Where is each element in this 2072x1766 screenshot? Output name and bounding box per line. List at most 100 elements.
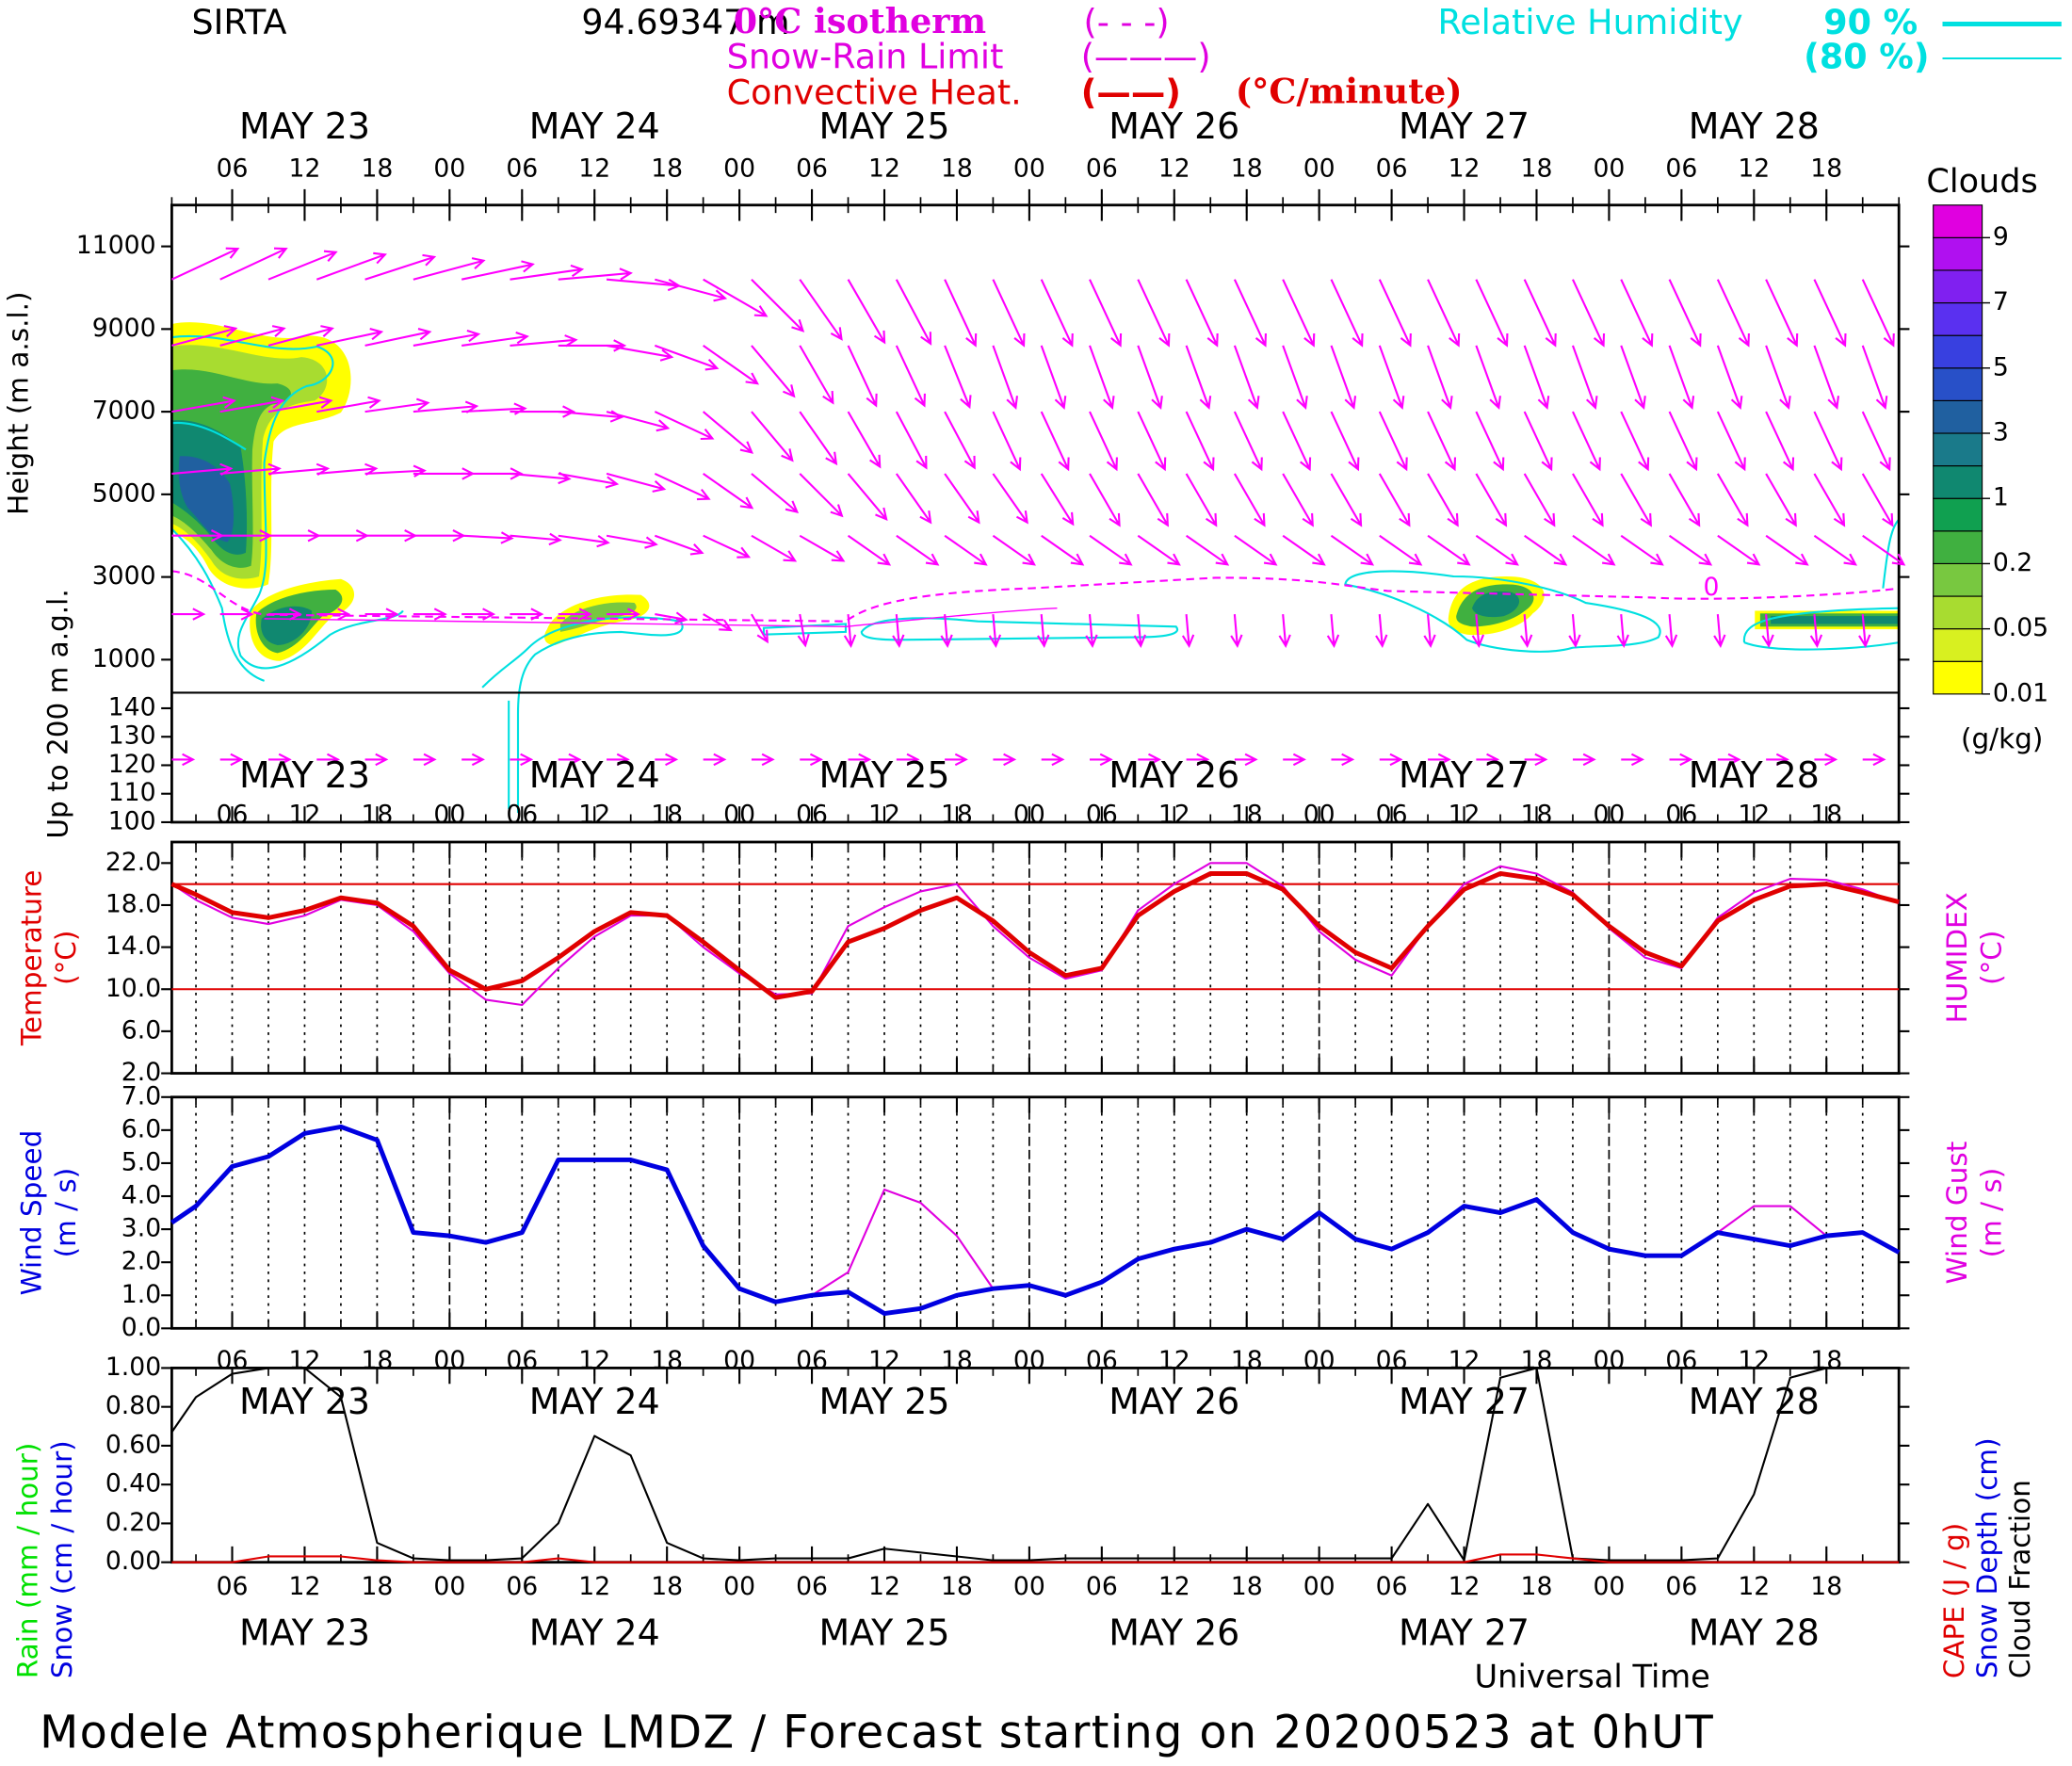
y-tick-label: 7.0: [121, 1081, 161, 1110]
wind-arrow: [1378, 279, 1412, 348]
series-unit: (m / s): [1975, 1168, 2007, 1258]
wind-arrow: [654, 411, 715, 441]
isotherm-key: (- - -): [1084, 2, 1170, 42]
wind-arrow: [940, 614, 953, 648]
wind-arrow: [1620, 534, 1664, 566]
hour-label: 12: [289, 1572, 321, 1601]
y-tick-label: 6.0: [121, 1114, 161, 1143]
wind-arrow: [892, 614, 905, 648]
wind-arrow: [1814, 753, 1838, 767]
wind-arrow: [316, 251, 387, 281]
wind-arrow: [797, 613, 810, 648]
hour-label: 18: [1810, 154, 1842, 183]
wind-arrow: [267, 753, 292, 767]
wind-arrow: [1278, 614, 1291, 648]
wind-arrow: [1668, 345, 1695, 411]
wind-arrow: [364, 608, 399, 621]
hour-label: 18: [1521, 1572, 1553, 1601]
hour-label: 00: [1593, 1572, 1625, 1601]
wind-arrow: [1282, 473, 1314, 527]
wind-arrow: [655, 611, 688, 624]
wind-arrow: [364, 253, 437, 281]
rh-contour: [762, 623, 848, 636]
hour-label: 00: [1593, 1346, 1625, 1375]
colorbar-label: 5: [1993, 352, 2009, 381]
y-tick-label: 100: [108, 806, 156, 835]
hour-label: 06: [217, 154, 249, 183]
isotherm-contour: [171, 570, 1900, 623]
day-label: MAY 24: [529, 754, 660, 796]
wind-arrow: [992, 473, 1028, 525]
wind-arrow: [1330, 473, 1363, 527]
wind-arrow: [1427, 279, 1461, 348]
hour-label: 18: [1231, 1346, 1263, 1375]
colorbar-band: [1933, 399, 1983, 434]
wind-arrow: [1428, 753, 1451, 767]
wind-arrow: [413, 529, 466, 543]
hour-label: 18: [1810, 1572, 1842, 1601]
series-label: HUMIDEX: [1941, 892, 1973, 1023]
wind-arrow: [895, 345, 926, 408]
wind-arrow: [558, 608, 592, 621]
panel-frame: [170, 1367, 1901, 1564]
wind-arrow: [655, 278, 728, 302]
y-tick-label: 7000: [92, 397, 156, 426]
series-unit: (m / s): [50, 1168, 82, 1258]
day-label: MAY 24: [529, 1381, 660, 1422]
isotherm-label: 0: [1703, 573, 1719, 602]
cloud-blob: [559, 602, 637, 632]
wind-arrow: [1669, 753, 1693, 767]
day-label: MAY 28: [1689, 105, 1820, 147]
wind-arrow: [751, 345, 796, 398]
wind-arrow: [945, 753, 968, 767]
wind-arrow: [1185, 345, 1212, 411]
wind-arrow: [992, 534, 1036, 566]
wind-arrow: [1668, 411, 1698, 472]
hour-label: 18: [1231, 800, 1263, 829]
wind-arrow: [1471, 614, 1485, 648]
hour-label: 12: [1449, 800, 1481, 829]
snow-rain-limit: [264, 607, 1058, 628]
hour-label: 12: [868, 1346, 900, 1375]
wind-arrow: [606, 472, 667, 493]
wind-arrow: [1620, 345, 1646, 411]
wind-arrow: [1230, 614, 1243, 648]
y-tick-label: 130: [108, 721, 156, 751]
wind-arrow: [1137, 279, 1171, 348]
wind-arrow: [461, 608, 496, 621]
wind-arrow: [1668, 473, 1701, 527]
wind-arrow: [1761, 614, 1774, 648]
series-label: Wind Speed: [16, 1130, 48, 1296]
day-label: MAY 25: [818, 1612, 949, 1653]
y-tick-label: 11000: [76, 231, 156, 260]
hour-label: 06: [217, 800, 249, 829]
colorbar-band: [1933, 595, 1983, 630]
wind-arrow: [992, 279, 1026, 348]
colorbar-band: [1933, 236, 1983, 271]
colorbar-band: [1933, 497, 1983, 532]
wind-arrow: [1282, 411, 1312, 472]
wind-arrow: [1181, 614, 1195, 648]
wind-arrow: [171, 753, 196, 767]
altitude: 94.69347 m: [581, 2, 789, 42]
wind-arrow: [1716, 345, 1743, 411]
y-tick-label: 0.80: [105, 1391, 161, 1420]
wind-arrow: [944, 534, 988, 566]
wind-arrow: [1331, 753, 1355, 767]
y-tick-label: 0.60: [105, 1430, 161, 1459]
hour-label: 12: [1449, 1572, 1481, 1601]
colorbar-band: [1933, 301, 1983, 336]
wind-arrow: [1523, 473, 1556, 527]
hour-label: 18: [1231, 1572, 1263, 1601]
day-label: MAY 26: [1109, 105, 1239, 147]
hour-label: 18: [651, 154, 683, 183]
hour-label: 00: [723, 1346, 755, 1375]
wind-arrow: [1137, 411, 1167, 472]
hour-label: 06: [1376, 1572, 1408, 1601]
day-label: MAY 23: [239, 105, 370, 147]
wind-arrow: [1137, 345, 1163, 411]
wind-arrow: [1571, 279, 1606, 348]
y-tick-label: 3.0: [121, 1214, 161, 1243]
wind-arrow: [1089, 279, 1123, 348]
